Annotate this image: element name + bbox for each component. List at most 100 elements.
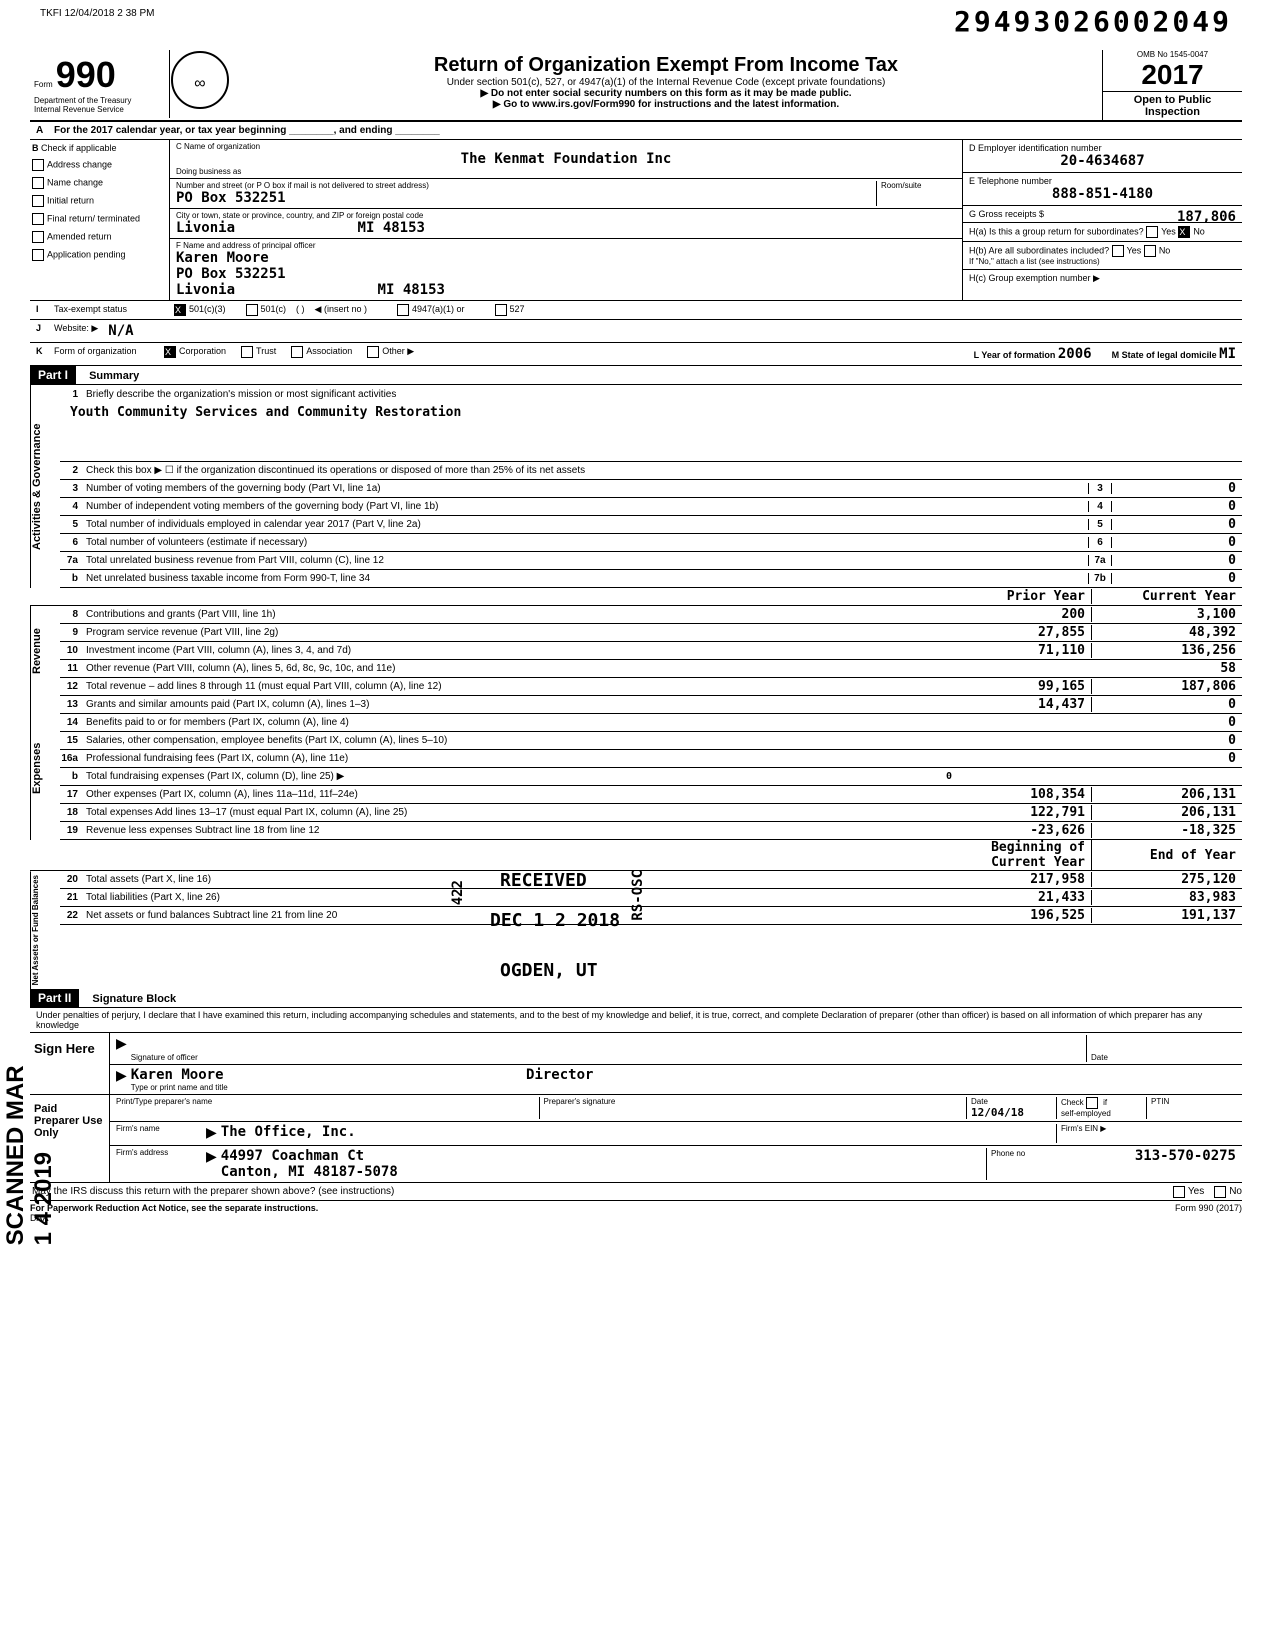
- ssn-warning: ▶ Do not enter social security numbers o…: [240, 88, 1092, 99]
- table-row: 17Other expenses (Part IX, column (A), l…: [60, 786, 1242, 804]
- form-footer: Form 990 (2017): [1175, 1203, 1242, 1223]
- checkbox-app-pending[interactable]: [32, 249, 44, 261]
- svg-text:∞: ∞: [194, 75, 205, 92]
- date-label: Date: [1091, 1053, 1236, 1062]
- table-row: 15Salaries, other compensation, employee…: [60, 732, 1242, 750]
- form-number: 990: [56, 54, 116, 95]
- i-label: Tax-exempt status: [54, 304, 174, 316]
- officer-addr: PO Box 532251: [176, 266, 956, 282]
- received-stamp: RECEIVED: [500, 870, 587, 891]
- type-label: Type or print name and title: [131, 1083, 1236, 1092]
- table-row: 21Total liabilities (Part X, line 26)21,…: [60, 889, 1242, 907]
- 501c-checkbox[interactable]: [246, 304, 258, 316]
- 4947-checkbox[interactable]: [397, 304, 409, 316]
- current-header: Current Year: [1092, 589, 1242, 604]
- website-row: J Website: ▶ N/A: [30, 320, 1242, 343]
- table-row: 14Benefits paid to or for members (Part …: [60, 714, 1242, 732]
- 501c3-label: 501(c)(3): [189, 304, 226, 316]
- firm-addr2: Canton, MI 48187-5078: [221, 1164, 986, 1180]
- check-b-label: Check if applicable: [41, 143, 117, 153]
- m-label: M State of legal domicile: [1112, 350, 1217, 360]
- app-pending-label: Application pending: [47, 249, 126, 259]
- right-info: D Employer identification number 20-4634…: [962, 140, 1242, 300]
- checkbox-initial-return[interactable]: [32, 195, 44, 207]
- boy-header: Beginning of Current Year: [962, 840, 1092, 870]
- ogden-stamp: OGDEN, UT: [500, 960, 598, 981]
- open-to-public: Open to Public Inspection: [1103, 91, 1242, 120]
- vert-activities: Activities & Governance: [30, 385, 60, 588]
- discuss-row: May the IRS discuss this return with the…: [30, 1183, 1242, 1201]
- document-number: 29493026002049: [954, 5, 1232, 38]
- ha-yes-checkbox[interactable]: [1146, 226, 1158, 238]
- hb-no-checkbox[interactable]: [1144, 245, 1156, 257]
- 527-checkbox[interactable]: [495, 304, 507, 316]
- officer-state-zip: MI 48153: [378, 282, 445, 298]
- prior-header: Prior Year: [962, 589, 1092, 604]
- file-timestamp: TKFI 12/04/2018 2 38 PM: [40, 8, 155, 19]
- hb-label: H(b) Are all subordinates included?: [969, 245, 1109, 255]
- address-change-label: Address change: [47, 159, 112, 169]
- ha-no: No: [1193, 226, 1205, 236]
- table-row: 22Net assets or fund balances Subtract l…: [60, 907, 1242, 925]
- self-emp-checkbox[interactable]: [1086, 1097, 1098, 1109]
- form-prefix: Form: [34, 80, 53, 89]
- prep-date-label: Date: [971, 1097, 1056, 1106]
- discuss-no-checkbox[interactable]: [1214, 1186, 1226, 1198]
- calendar-year-text: For the 2017 calendar year, or tax year …: [54, 125, 440, 136]
- prep-date: 12/04/18: [971, 1106, 1056, 1119]
- j-label: Website: ▶: [54, 323, 98, 339]
- tax-year: 2017: [1103, 59, 1242, 91]
- title-block: Return of Organization Exempt From Incom…: [230, 50, 1102, 114]
- sig-officer-label: Signature of officer: [131, 1053, 1086, 1062]
- trust-checkbox[interactable]: [241, 346, 253, 358]
- goto-link: ▶ Go to www.irs.gov/Form990 for instruct…: [240, 99, 1092, 110]
- sig-officer-name: Karen Moore: [131, 1067, 224, 1083]
- year-box: OMB No 1545-0047 2017 Open to Public Ins…: [1102, 50, 1242, 120]
- name-change-label: Name change: [47, 177, 103, 187]
- assoc-label: Association: [306, 346, 352, 362]
- 501c-label: 501(c): [261, 304, 287, 316]
- checkbox-amended[interactable]: [32, 231, 44, 243]
- hc-label: H(c) Group exemption number ▶: [963, 270, 1242, 287]
- 501c3-checkbox[interactable]: X: [174, 304, 186, 316]
- org-info: C Name of organization The Kenmat Founda…: [170, 140, 962, 300]
- perjury-text: Under penalties of perjury, I declare th…: [30, 1008, 1242, 1033]
- self-emp-label: self-employed: [1061, 1109, 1111, 1118]
- table-row: bTotal fundraising expenses (Part IX, co…: [60, 768, 1242, 786]
- l-label: L Year of formation: [974, 350, 1056, 360]
- d-label: D Employer identification number: [969, 143, 1236, 153]
- hb-yes-checkbox[interactable]: [1112, 245, 1124, 257]
- vert-revenue: Revenue: [30, 606, 60, 696]
- received-date-stamp: DEC 1 2 2018: [490, 910, 620, 931]
- org-name: The Kenmat Foundation Inc: [176, 151, 956, 167]
- ha-no-checkbox[interactable]: X: [1178, 226, 1190, 238]
- form-title: Return of Organization Exempt From Incom…: [240, 54, 1092, 77]
- table-row: 3Number of voting members of the governi…: [60, 480, 1242, 498]
- 4947-label: 4947(a)(1) or: [412, 304, 465, 316]
- corp-checkbox[interactable]: X: [164, 346, 176, 358]
- checkbox-name-change[interactable]: [32, 177, 44, 189]
- city-label: City or town, state or province, country…: [176, 211, 956, 220]
- assoc-checkbox[interactable]: [291, 346, 303, 358]
- irs-label: Internal Revenue Service: [34, 105, 165, 114]
- org-city: Livonia: [176, 220, 235, 236]
- domicile: MI: [1219, 346, 1236, 362]
- prep-name-label: Print/Type preparer's name: [116, 1097, 539, 1106]
- 422-stamp: 422: [450, 880, 466, 905]
- checkbox-address-change[interactable]: [32, 159, 44, 171]
- phone-label: Phone no: [991, 1149, 1025, 1158]
- 527-label: 527: [510, 304, 525, 316]
- revenue-section: Revenue 8Contributions and grants (Part …: [30, 606, 1242, 696]
- table-row: 16aProfessional fundraising fees (Part I…: [60, 750, 1242, 768]
- ein: 20-4634687: [969, 153, 1236, 169]
- firm-name: The Office, Inc.: [221, 1124, 356, 1140]
- info-grid: B Check if applicable Address change Nam…: [30, 140, 1242, 301]
- discuss-yes-checkbox[interactable]: [1173, 1186, 1185, 1198]
- table-row: 6Total number of volunteers (estimate if…: [60, 534, 1242, 552]
- table-row: 10Investment income (Part VIII, column (…: [60, 642, 1242, 660]
- checkbox-final-return[interactable]: [32, 213, 44, 225]
- table-row: 9Program service revenue (Part VIII, lin…: [60, 624, 1242, 642]
- other-checkbox[interactable]: [367, 346, 379, 358]
- discuss-text: May the IRS discuss this return with the…: [30, 1186, 1173, 1197]
- vert-expenses: Expenses: [30, 696, 60, 840]
